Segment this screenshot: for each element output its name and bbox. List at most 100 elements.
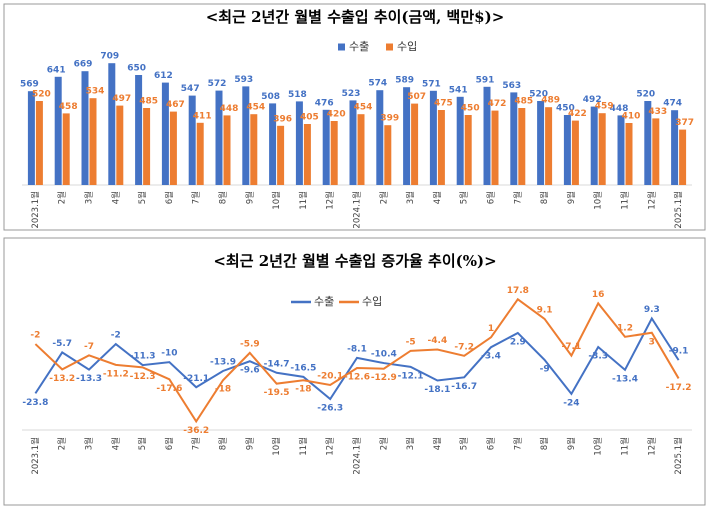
data-label: -9	[540, 364, 550, 374]
x-tick-label: 5월	[137, 191, 148, 204]
x-tick-label: 4월	[110, 191, 121, 204]
x-tick-label: 11월	[298, 191, 309, 210]
data-label: -5.9	[240, 339, 260, 349]
data-label: -18.1	[424, 385, 450, 395]
x-tick-label: 10월	[593, 437, 604, 456]
bar	[464, 115, 472, 185]
data-label: 472	[488, 99, 507, 109]
bar	[429, 90, 437, 185]
x-tick-label: 2월	[57, 437, 68, 450]
data-label: 458	[59, 102, 78, 112]
x-tick-label: 2024.1월	[352, 191, 363, 229]
data-label: -26.3	[317, 404, 343, 414]
data-label: 650	[127, 64, 146, 74]
x-tick-label: 11월	[620, 191, 631, 210]
data-label: 433	[648, 107, 667, 117]
data-label: 569	[20, 80, 39, 90]
bar	[108, 63, 116, 186]
data-label: 485	[139, 97, 158, 107]
data-label: 454	[246, 103, 265, 113]
data-label: 534	[86, 87, 105, 97]
bar	[376, 90, 384, 185]
bar	[357, 114, 365, 185]
data-label: -17.2	[666, 383, 692, 393]
x-tick-label: 10월	[271, 437, 282, 456]
bar	[27, 91, 35, 185]
bar	[196, 122, 204, 185]
x-tick-label: 9월	[244, 437, 255, 450]
x-tick-label: 4월	[432, 191, 443, 204]
bar	[411, 103, 419, 185]
data-label: -12.6	[344, 373, 370, 383]
bar	[54, 76, 62, 185]
data-label: 399	[380, 114, 399, 124]
bar	[35, 101, 43, 185]
data-label: 9.1	[537, 305, 553, 315]
data-label: -17.6	[156, 384, 182, 394]
data-label: 520	[529, 90, 548, 100]
x-tick-label: 5월	[459, 437, 470, 450]
data-label: 411	[193, 111, 212, 121]
data-label: -11.2	[103, 369, 129, 379]
data-label: 420	[327, 110, 346, 120]
x-tick-label: 12월	[325, 437, 336, 456]
bar	[116, 105, 124, 185]
bar	[671, 110, 679, 185]
data-label: 410	[622, 112, 641, 122]
x-tick-label: 10월	[593, 191, 604, 210]
data-label: -21.1	[183, 374, 209, 384]
data-label: 396	[273, 114, 292, 124]
bar	[269, 103, 277, 185]
x-tick-label: 10월	[271, 191, 282, 210]
x-tick-label: 7월	[512, 437, 523, 450]
x-tick-label: 5월	[137, 437, 148, 450]
data-label: 2.9	[510, 337, 526, 347]
data-label: -24	[563, 398, 579, 408]
legend-swatch	[386, 43, 393, 51]
data-label: 448	[220, 104, 239, 114]
data-label: -13.3	[76, 374, 102, 384]
x-tick-label: 2025.1월	[673, 191, 684, 229]
data-label: 669	[74, 60, 93, 70]
data-label: 572	[208, 79, 227, 89]
data-label: 520	[32, 90, 51, 100]
data-label: -4.4	[428, 336, 448, 346]
legend-swatch	[338, 43, 345, 51]
legend-label: 수출	[314, 295, 334, 308]
data-label: -9.1	[669, 347, 689, 357]
chart-title: <최근 2년간 월별 수출입 추이(금액, 백만$)>	[206, 8, 505, 26]
data-label: -16.5	[290, 363, 316, 373]
data-label: 476	[315, 98, 334, 108]
data-label: 422	[568, 109, 587, 119]
data-label: -36.2	[183, 426, 209, 436]
data-label: 459	[595, 102, 614, 112]
x-tick-label: 3월	[84, 191, 95, 204]
x-tick-label: 2월	[57, 191, 68, 204]
x-tick-label: 11월	[620, 437, 631, 456]
bar	[403, 87, 411, 185]
data-label: -5	[406, 337, 416, 347]
data-label: -18	[295, 385, 311, 395]
data-label: 571	[422, 79, 441, 89]
data-label: -13.2	[49, 374, 75, 384]
data-label: 405	[300, 113, 319, 123]
data-label: -7.2	[454, 342, 474, 352]
bar	[242, 86, 250, 185]
data-label: 497	[112, 94, 131, 104]
x-tick-label: 8월	[218, 437, 229, 450]
bar	[518, 108, 526, 185]
data-label: -9.6	[240, 366, 260, 376]
data-label: 474	[663, 99, 682, 109]
data-label: 518	[288, 90, 307, 100]
data-label: -5.7	[52, 339, 72, 349]
data-label: -16.7	[451, 382, 477, 392]
x-tick-label: 4월	[432, 437, 443, 450]
data-label: 450	[556, 104, 575, 114]
data-label: -10	[161, 349, 177, 359]
bar	[135, 75, 143, 185]
x-tick-label: 4월	[110, 437, 121, 450]
x-tick-label: 2월	[378, 437, 389, 450]
data-label: -2	[30, 331, 40, 341]
